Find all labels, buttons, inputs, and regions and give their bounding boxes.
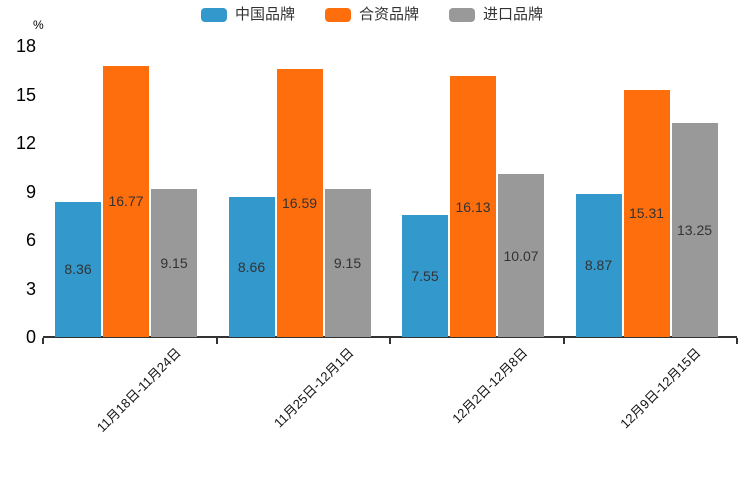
y-tick-label: 15 — [15, 84, 36, 105]
x-axis-line — [43, 336, 737, 338]
bar-合资品牌-3: 15.31 — [623, 89, 670, 337]
x-axis-tick — [736, 338, 738, 344]
bar-进口品牌-1: 9.15 — [324, 189, 371, 337]
x-axis-tick — [215, 338, 218, 344]
y-tick-label: 9 — [25, 181, 36, 202]
bar-value-label: 9.15 — [160, 255, 188, 272]
legend-label: 中国品牌 — [234, 6, 295, 23]
bar-group: 7.55 16.13 10.07 — [390, 46, 564, 337]
bar-value-label: 8.36 — [64, 261, 92, 278]
bar-中国品牌-3: 8.87 — [575, 193, 622, 337]
y-tick-label: 12 — [15, 133, 36, 153]
bar-value-label: 7.55 — [411, 267, 439, 284]
x-tick-label: 11月18日-11月24日 — [93, 345, 184, 435]
legend-item-2[interactable]: 进口品牌 — [449, 7, 543, 22]
bar-group: 8.66 16.59 9.15 — [217, 46, 391, 337]
bar-合资品牌-0: 16.77 — [103, 65, 149, 337]
bar-中国品牌-1: 8.66 — [228, 197, 275, 337]
bar-value-label: 15.31 — [628, 205, 665, 222]
bar-中国品牌-2: 7.55 — [402, 214, 448, 337]
legend-item-1[interactable]: 合资品牌 — [324, 6, 419, 23]
legend-swatch-icon — [449, 7, 475, 22]
y-tick-label: 18 — [15, 36, 36, 56]
legend-swatch-icon — [200, 7, 227, 22]
x-tick-label: 11月25日-12月1日 — [271, 345, 357, 431]
bar-value-label: 16.77 — [108, 193, 144, 210]
y-tick-label: 3 — [25, 278, 36, 299]
bar-group: 8.87 15.31 13.25 — [564, 46, 738, 337]
bar-进口品牌-3: 13.25 — [671, 122, 718, 337]
legend-label: 进口品牌 — [483, 6, 544, 23]
x-axis-tick — [389, 338, 391, 344]
plot-area: 8.36 16.77 9.15 8.66 16.59 9.15 7.55 16.13 10.07… — [42, 46, 738, 344]
bar-value-label: 8.87 — [584, 257, 613, 274]
bar-合资品牌-2: 16.13 — [450, 76, 496, 337]
y-tick-label: 6 — [25, 230, 36, 250]
legend-item-0[interactable]: 中国品牌 — [200, 6, 295, 23]
bar-进口品牌-0: 9.15 — [151, 189, 197, 337]
bar-中国品牌-0: 8.36 — [55, 201, 101, 337]
bar-value-label: 13.25 — [676, 221, 713, 238]
x-tick-label: 12月9日-12月15日 — [617, 345, 704, 432]
legend-label: 合资品牌 — [358, 6, 419, 23]
bar-value-label: 10.07 — [503, 247, 539, 264]
y-tick-label: 0 — [25, 327, 36, 347]
bar-进口品牌-2: 10.07 — [498, 174, 544, 337]
x-axis-tick — [562, 338, 565, 344]
legend: 中国品牌 合资品牌 进口品牌 — [0, 7, 744, 22]
bar-value-label: 9.15 — [333, 255, 362, 272]
bar-value-label: 16.59 — [281, 194, 318, 211]
bar-value-label: 16.13 — [455, 198, 491, 215]
y-axis-unit-label: % — [33, 18, 44, 32]
bar-value-label: 8.66 — [237, 259, 266, 275]
legend-swatch-icon — [324, 7, 351, 22]
bar-group: 8.36 16.77 9.15 — [43, 46, 217, 337]
x-tick-label: 12月2日-12月8日 — [449, 345, 531, 427]
x-axis-tick — [42, 338, 44, 344]
bar-合资品牌-1: 16.59 — [276, 68, 323, 337]
